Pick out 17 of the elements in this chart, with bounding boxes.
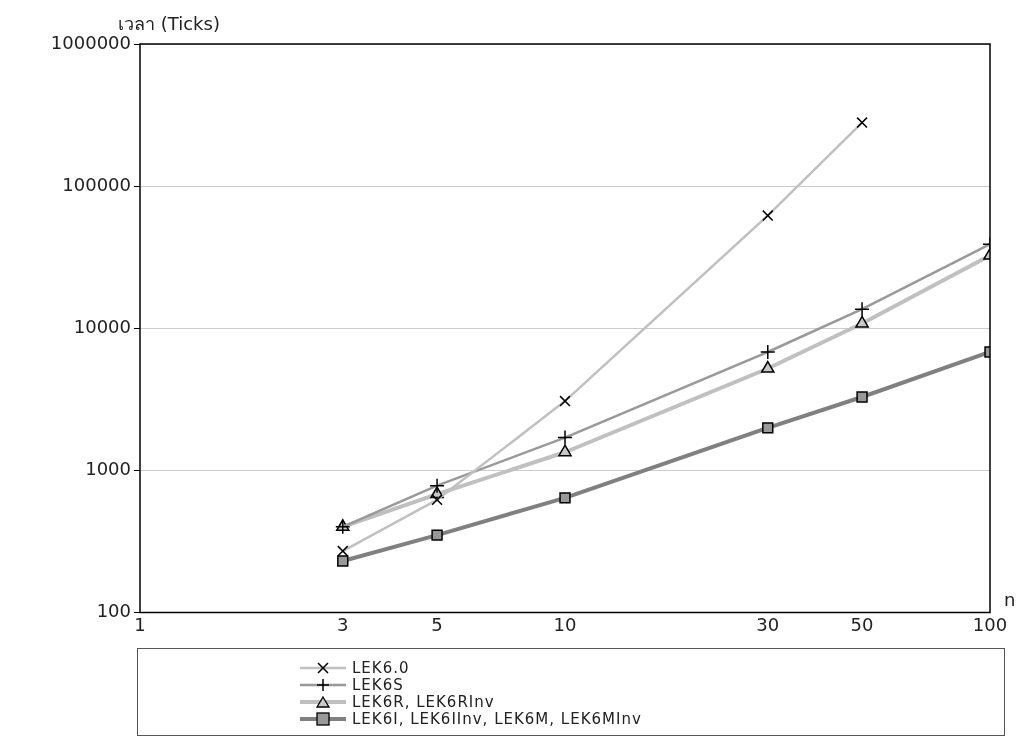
x-tick-label: 10 <box>553 613 577 635</box>
y-tick-label: 100000 <box>62 173 131 195</box>
x-tick-label: 50 <box>850 613 874 635</box>
y-tick-label: 10000 <box>73 315 131 337</box>
x-tick-label: 3 <box>337 613 349 635</box>
y-axis-title: เวลา (Ticks) <box>118 12 220 34</box>
legend-label: LEK6S <box>352 675 404 694</box>
legend-label: LEK6I, LEK6IInv, LEK6M, LEK6MInv <box>352 709 642 728</box>
legend-label: LEK6R, LEK6RInv <box>352 692 495 711</box>
y-tick-label: 1000000 <box>50 31 131 53</box>
x-tick-label: 1 <box>134 613 146 635</box>
x-tick-label: 100 <box>972 613 1008 635</box>
x-tick-label: 5 <box>431 613 443 635</box>
x-tick-label: 30 <box>756 613 780 635</box>
legend-label: LEK6.0 <box>352 658 410 677</box>
x-axis-title: n <box>1004 589 1016 611</box>
y-tick-label: 1000 <box>85 457 131 479</box>
